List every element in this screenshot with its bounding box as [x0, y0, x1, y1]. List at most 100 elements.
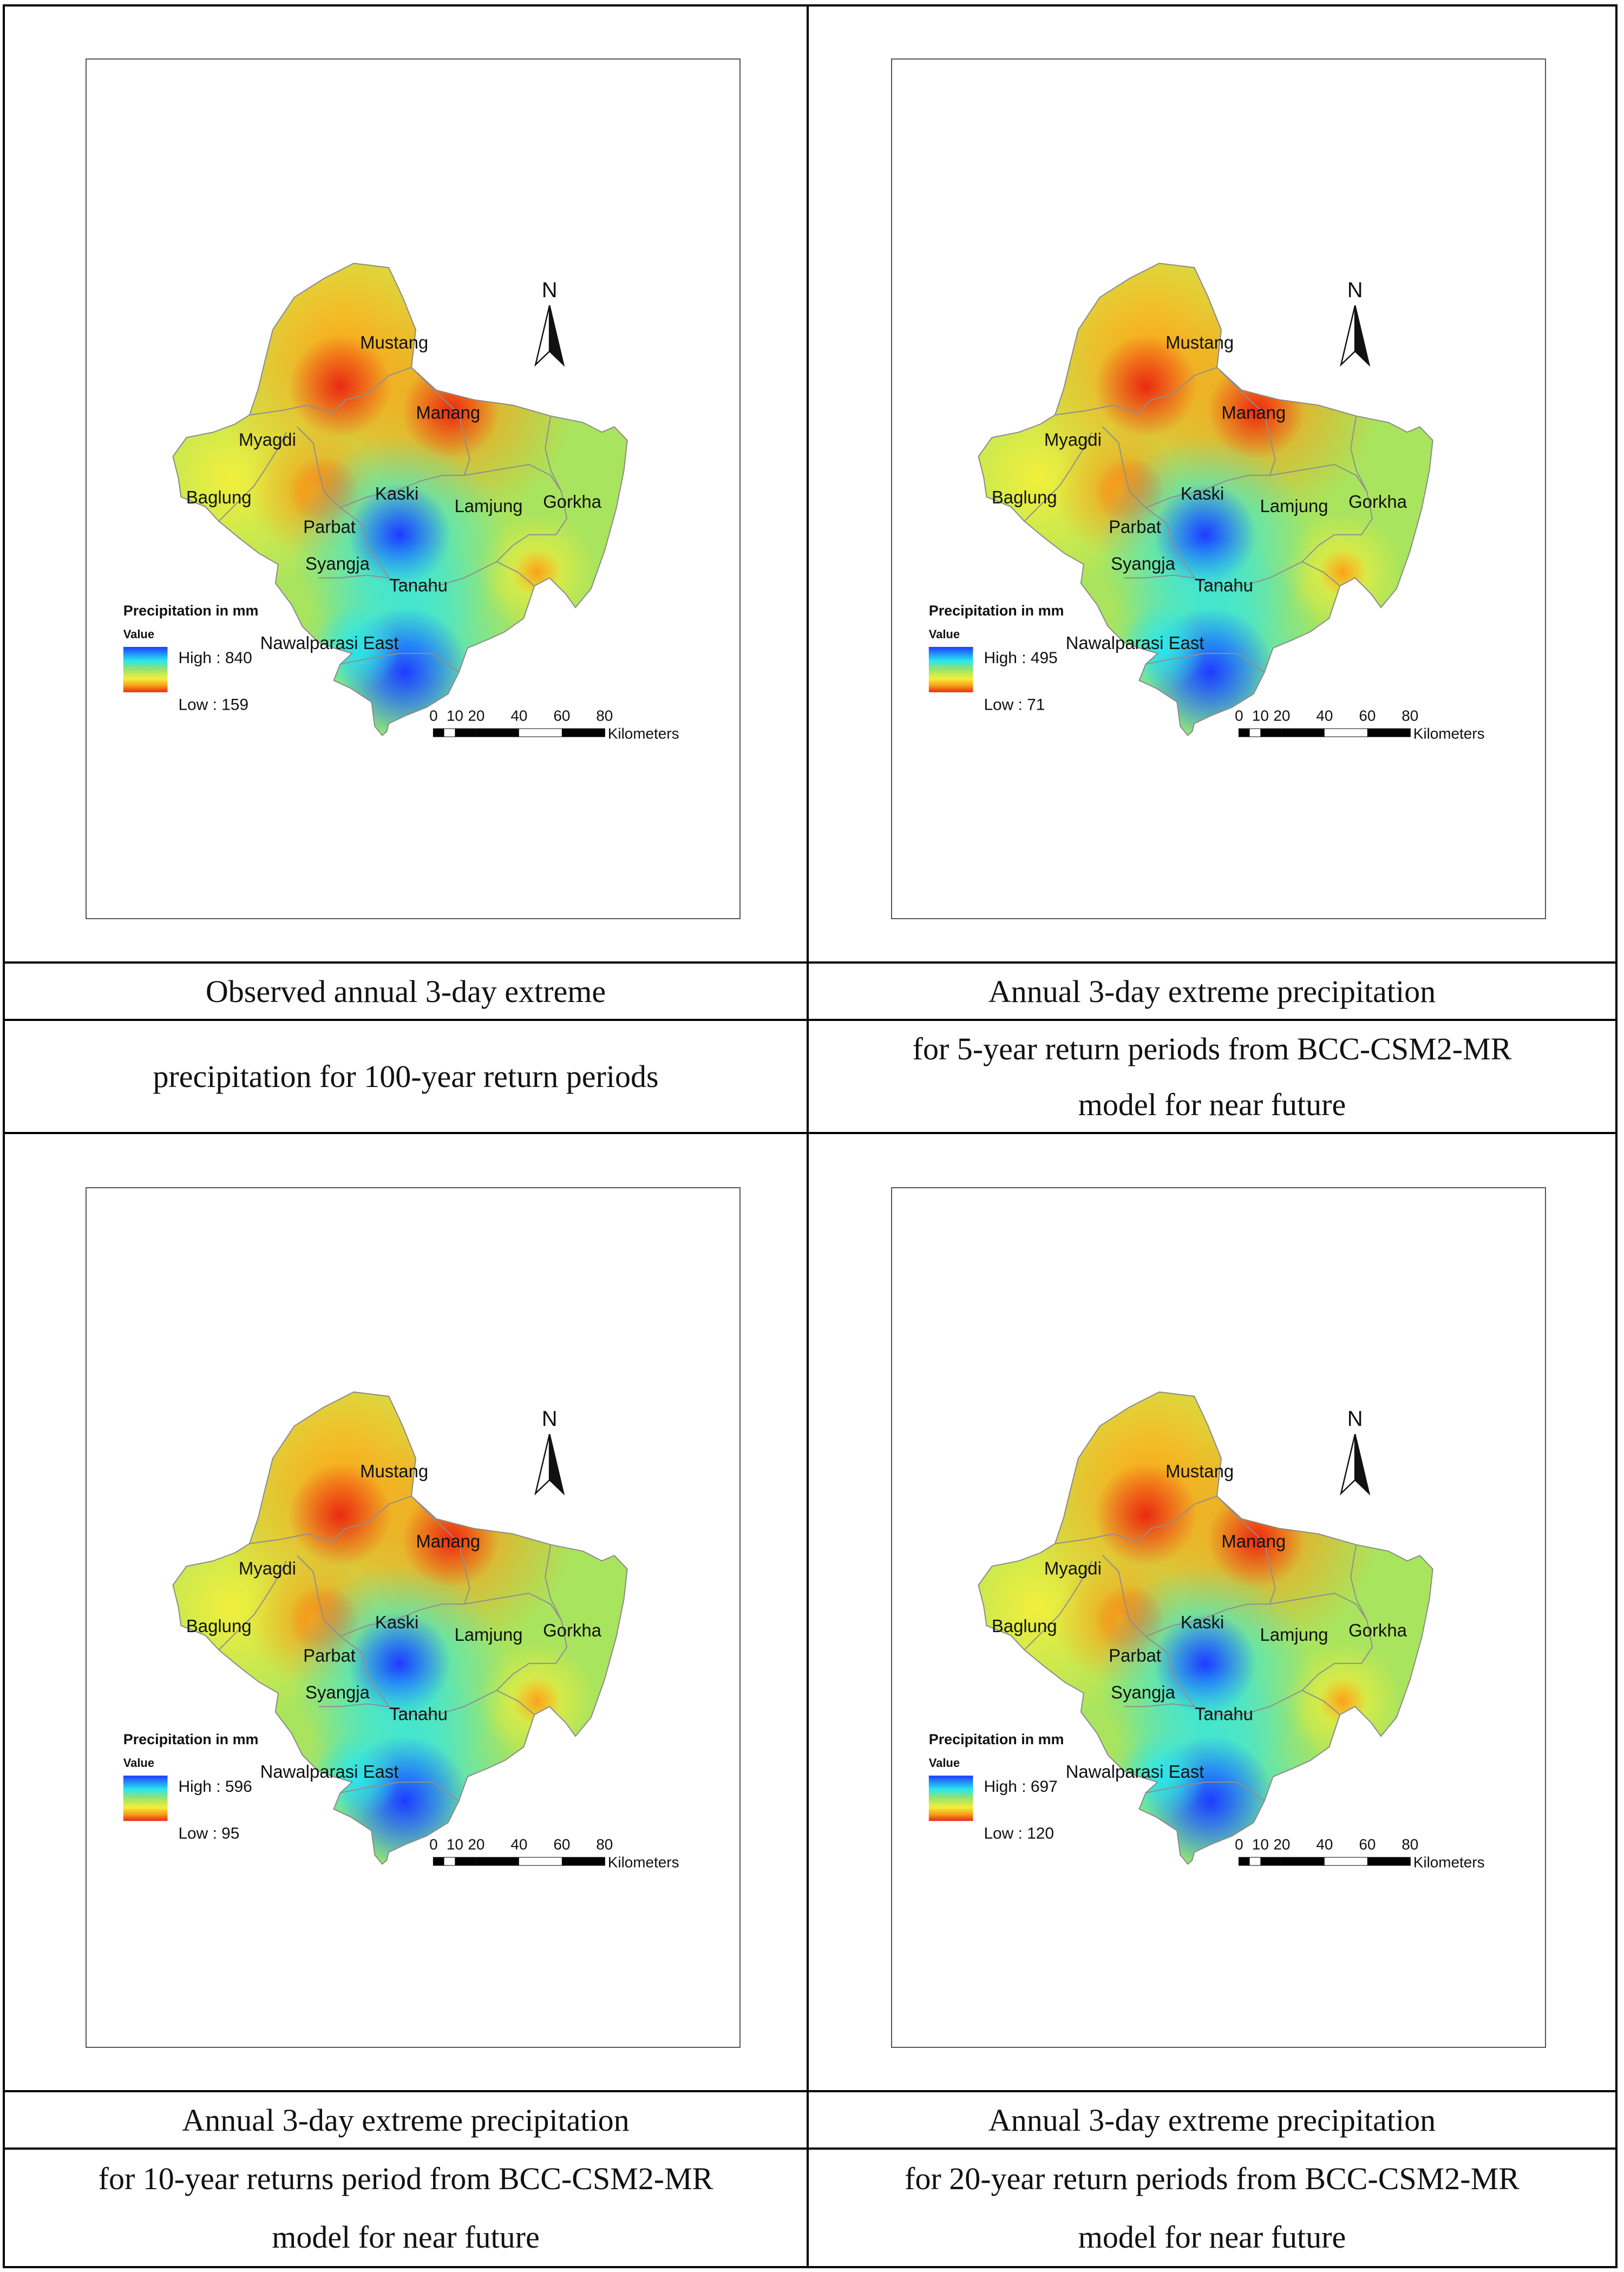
district-border [496, 1620, 568, 1691]
district-border [1269, 464, 1367, 492]
district-label: Baglung [992, 1616, 1057, 1636]
north-arrow-icon [534, 305, 551, 367]
scale-bar-segment [1239, 1857, 1250, 1865]
scale-bar-segment [1324, 1857, 1367, 1865]
study-area-outline [172, 1391, 628, 1865]
district-label: Manang [1221, 1531, 1286, 1551]
scale-bar-segment [476, 729, 519, 737]
district-border [1145, 652, 1265, 673]
scale-tick-label: 80 [1402, 708, 1418, 724]
district-label: Tanahu [389, 575, 448, 595]
scale-bar-segment [1249, 729, 1261, 737]
district-border [1242, 561, 1340, 587]
district-label: Nawalparasi East [1066, 633, 1204, 653]
district-border [411, 1496, 470, 1605]
district-label: Nawalparasi East [1066, 1762, 1204, 1782]
district-label: Syangja [1111, 1682, 1176, 1703]
district-label: Gorkha [543, 492, 602, 512]
district-border [340, 1603, 464, 1637]
legend-subtitle: Value [123, 627, 154, 641]
district-border [249, 366, 412, 416]
north-label: N [542, 278, 558, 302]
district-border [545, 1544, 562, 1621]
district-border [361, 1652, 437, 1716]
district-label: Syangja [1111, 554, 1176, 574]
north-arrow-icon [1340, 305, 1356, 367]
district-border [297, 1555, 362, 1653]
scale-tick-label: 0 [429, 1836, 438, 1853]
scale-unit-label: Kilometers [608, 1854, 679, 1870]
district-label: Myagdi [1044, 429, 1102, 449]
north-label: N [1347, 1407, 1363, 1431]
scale-bar-segment [519, 729, 562, 737]
scale-bar-segment [455, 729, 476, 737]
map-panel-bcc-10yr: Mustang Manang Myagdi Baglung Kaski Lamjung Go… [86, 1187, 741, 2048]
scale-tick-label: 40 [510, 708, 527, 724]
district-border [340, 1781, 460, 1802]
scale-tick-label: 40 [1316, 708, 1333, 724]
district-border [437, 561, 535, 587]
caption-5yr-line1: Annual 3-day extreme precipitation [988, 973, 1436, 1009]
district-border [437, 1690, 535, 1716]
legend-subtitle: Value [929, 1756, 960, 1770]
district-label: Kaski [375, 1612, 418, 1632]
district-label: Parbat [1109, 517, 1161, 537]
scale-unit-label: Kilometers [1413, 1854, 1485, 1870]
north-arrow-icon [1340, 1433, 1356, 1496]
legend-subtitle: Value [929, 627, 960, 641]
district-label: Manang [416, 402, 480, 422]
district-border [1055, 1495, 1217, 1544]
legend-title: Precipitation in mm [123, 603, 259, 619]
row-divider-1 [3, 961, 1618, 964]
caption-5yr-line3: model for near future [1078, 1087, 1346, 1122]
precipitation-map-bcc-5yr: Mustang Manang Myagdi Baglung Kaski Lamjung Go… [928, 263, 1485, 742]
district-border [464, 1593, 562, 1621]
scale-bar-segment [1281, 1857, 1325, 1865]
district-label: Syangja [305, 554, 370, 574]
legend-high-value: High : 495 [984, 649, 1057, 667]
scale-bar-segment [1324, 729, 1367, 737]
legend-low-value: Low : 120 [984, 1825, 1054, 1843]
district-label: Mustang [360, 332, 428, 352]
scale-unit-label: Kilometers [608, 725, 679, 742]
district-border [1102, 426, 1168, 525]
caption-20yr-line1: Annual 3-day extreme precipitation [988, 2102, 1436, 2138]
scale-bar-segment [444, 1857, 455, 1865]
north-arrow-icon [548, 305, 565, 367]
legend-high-value: High : 596 [178, 1778, 252, 1796]
precipitation-map-bcc-20yr: Mustang Manang Myagdi Baglung Kaski Lamjung Go… [928, 1391, 1485, 1870]
scale-bar-segment [561, 1857, 605, 1865]
legend-low-value: Low : 159 [178, 696, 248, 714]
scale-tick-label: 60 [553, 1836, 570, 1853]
scale-tick-label: 20 [468, 708, 484, 724]
scale-tick-label: 20 [1273, 708, 1290, 724]
district-label: Mustang [1165, 1461, 1234, 1481]
district-border [318, 1703, 389, 1707]
district-label: Manang [1221, 402, 1286, 422]
caption-5yr-line2: for 5-year return periods from BCC-CSM2-… [912, 1031, 1512, 1066]
map-panel-observed-100yr: Mustang Manang Myagdi Baglung Kaski Lamjung Go… [86, 58, 741, 919]
district-border [1124, 574, 1195, 579]
table-border-right [1615, 4, 1618, 2268]
legend-title: Precipitation in mm [929, 603, 1064, 619]
legend-color-ramp [123, 647, 168, 692]
district-border [1024, 431, 1092, 522]
district-border [1124, 1703, 1195, 1707]
scale-bar-segment [1281, 729, 1325, 737]
caption-20yr-line2: for 20-year return periods from BCC-CSM2… [905, 2161, 1520, 2196]
scale-unit-label: Kilometers [1413, 725, 1485, 742]
legend-color-ramp [928, 647, 973, 692]
legend-low-value: Low : 71 [984, 696, 1045, 714]
district-border [1301, 1620, 1373, 1691]
legend-title: Precipitation in mm [123, 1731, 259, 1747]
district-border [1301, 491, 1373, 562]
study-area-outline [978, 263, 1433, 736]
scale-tick-label: 20 [468, 1836, 484, 1853]
district-border [1269, 1593, 1367, 1621]
district-label: Gorkha [1348, 492, 1407, 512]
district-border [218, 431, 287, 522]
district-label: Myagdi [239, 1558, 296, 1578]
map-panel-bcc-5yr: Mustang Manang Myagdi Baglung Kaski Lamjung Go… [891, 58, 1546, 919]
district-border [1167, 1652, 1243, 1716]
district-label: Lamjung [454, 1625, 522, 1645]
